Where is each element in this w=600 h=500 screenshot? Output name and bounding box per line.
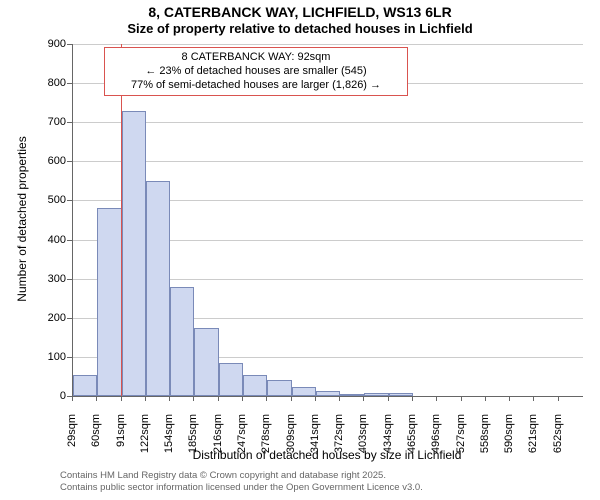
xtick-mark [533,396,534,401]
xtick-label: 309sqm [285,414,297,460]
xtick-label: 372sqm [333,414,345,460]
ytick-mark [67,83,72,84]
xtick-label: 341sqm [309,414,321,460]
ytick-mark [67,279,72,280]
xtick-label: 465sqm [406,414,418,460]
ytick-label: 600 [48,155,66,167]
histogram-bar [122,111,146,397]
histogram-bar [316,391,340,396]
gridline [73,161,583,162]
xtick-mark [436,396,437,401]
xtick-label: 496sqm [430,414,442,460]
xtick-label: 558sqm [479,414,491,460]
ytick-mark [67,318,72,319]
footer-line2: Contains public sector information licen… [60,482,423,494]
chart-title-block: 8, CATERBANCK WAY, LICHFIELD, WS13 6LR S… [0,4,600,36]
xtick-mark [291,396,292,401]
xtick-label: 278sqm [260,414,272,460]
ytick-mark [67,240,72,241]
histogram-bar [170,287,194,397]
xtick-label: 29sqm [66,414,78,460]
xtick-mark [388,396,389,401]
histogram-bar [292,387,316,396]
ytick-mark [67,122,72,123]
xtick-mark [72,396,73,401]
histogram-bar [194,328,218,396]
y-axis-label: Number of detached properties [15,119,29,319]
xtick-label: 216sqm [212,414,224,460]
histogram-bar [73,375,97,397]
ytick-label: 400 [48,234,66,246]
gridline [73,44,583,45]
histogram-bar [364,393,388,396]
xtick-mark [145,396,146,401]
xtick-label: 154sqm [163,414,175,460]
ytick-label: 700 [48,116,66,128]
ytick-label: 500 [48,194,66,206]
ytick-label: 900 [48,38,66,50]
ytick-mark [67,44,72,45]
xtick-label: 91sqm [115,414,127,460]
reference-line [121,44,122,396]
xtick-label: 185sqm [187,414,199,460]
xtick-mark [218,396,219,401]
ytick-label: 200 [48,312,66,324]
xtick-mark [266,396,267,401]
chart-title-line1: 8, CATERBANCK WAY, LICHFIELD, WS13 6LR [0,4,600,20]
xtick-mark [558,396,559,401]
xtick-mark [96,396,97,401]
annotation-line2: ← 23% of detached houses are smaller (54… [111,65,401,79]
xtick-mark [193,396,194,401]
histogram-bar [267,380,291,396]
xtick-label: 403sqm [357,414,369,460]
footer-line1: Contains HM Land Registry data © Crown c… [60,470,423,482]
attribution-footer: Contains HM Land Registry data © Crown c… [60,470,423,495]
xtick-mark [315,396,316,401]
xtick-mark [461,396,462,401]
xtick-mark [339,396,340,401]
xtick-mark [485,396,486,401]
ytick-mark [67,357,72,358]
ytick-label: 800 [48,77,66,89]
histogram-chart [72,44,583,397]
xtick-mark [363,396,364,401]
xtick-label: 621sqm [527,414,539,460]
annotation-line3: 77% of semi-detached houses are larger (… [111,79,401,93]
histogram-bar [243,375,267,397]
histogram-bar [97,208,121,396]
xtick-label: 590sqm [503,414,515,460]
xtick-label: 434sqm [382,414,394,460]
xtick-mark [169,396,170,401]
xtick-mark [242,396,243,401]
xtick-label: 122sqm [139,414,151,460]
gridline [73,122,583,123]
ytick-label: 0 [60,390,66,402]
xtick-mark [121,396,122,401]
xtick-mark [509,396,510,401]
annotation-line1: 8 CATERBANCK WAY: 92sqm [111,51,401,65]
ytick-mark [67,200,72,201]
chart-title-line2: Size of property relative to detached ho… [0,21,600,36]
ytick-label: 300 [48,273,66,285]
xtick-mark [412,396,413,401]
annotation-box: 8 CATERBANCK WAY: 92sqm ← 23% of detache… [104,47,408,96]
histogram-bar [389,393,413,396]
xtick-label: 652sqm [552,414,564,460]
xtick-label: 247sqm [236,414,248,460]
histogram-bar [146,181,170,396]
histogram-bar [219,363,243,396]
xtick-label: 527sqm [455,414,467,460]
ytick-label: 100 [48,351,66,363]
xtick-label: 60sqm [90,414,102,460]
ytick-mark [67,161,72,162]
histogram-bar [340,394,364,396]
